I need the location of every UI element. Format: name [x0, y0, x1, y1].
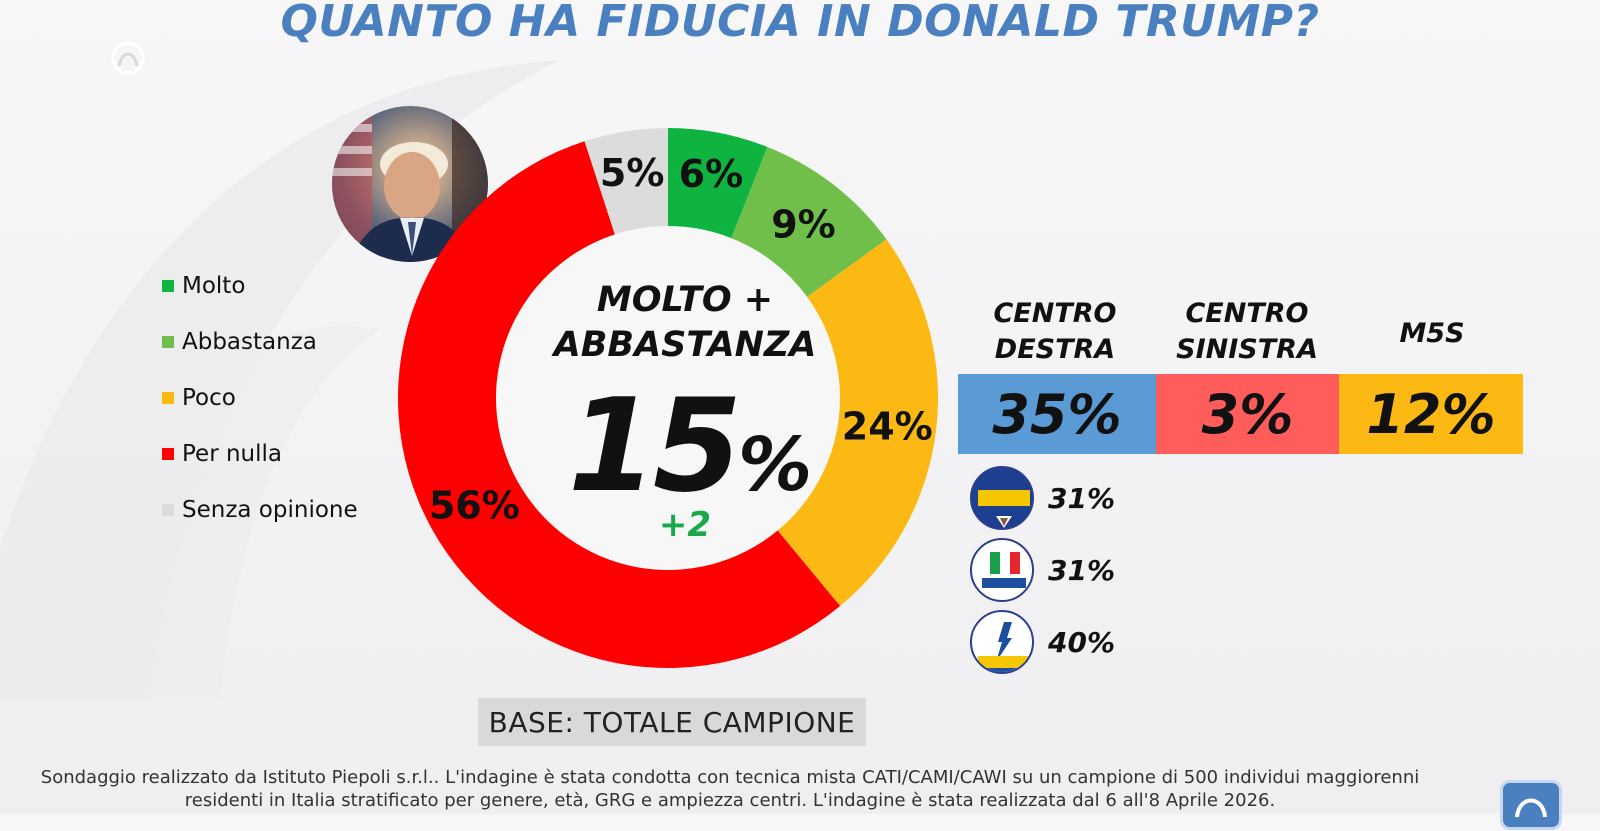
- legend-label-senza-opinione: Senza opinione: [182, 497, 358, 523]
- bar-m5s: 12%: [1339, 374, 1523, 454]
- legend-swatch-abbastanza: [162, 336, 174, 348]
- legend-swatch-molto: [162, 280, 174, 292]
- party-value-fratelli-d-italia: 31%: [1048, 481, 1116, 515]
- party-row-lega: 40%: [970, 610, 1115, 674]
- base-label: BASE: TOTALE CAMPIONE: [478, 698, 866, 746]
- chart-legend: Molto Abbastanza Poco Per nulla Senza op…: [162, 258, 358, 538]
- column-header-centro-sinistra-line1: CENTRO: [1185, 298, 1309, 329]
- center-total-value: 15%: [560, 372, 820, 521]
- party-row-fratelli-d-italia: 31%: [970, 466, 1115, 530]
- donut-label-abbastanza: 9%: [771, 202, 836, 246]
- center-label-line2: ABBASTANZA: [553, 325, 817, 365]
- legend-swatch-poco: [162, 392, 174, 404]
- legend-label-abbastanza: Abbastanza: [182, 329, 317, 355]
- donut-label-poco: 24%: [842, 405, 933, 449]
- center-delta: +2: [658, 505, 712, 545]
- legend-label-molto: Molto: [182, 273, 246, 299]
- donut-label-per-nulla: 56%: [429, 483, 520, 527]
- column-header-centro-destra-line1: CENTRO: [993, 298, 1117, 329]
- column-header-centro-destra: CENTRO DESTRA: [965, 296, 1145, 368]
- legend-item-poco: Poco: [162, 370, 358, 426]
- party-row-forza-italia: 31%: [970, 538, 1115, 602]
- legend-label-per-nulla: Per nulla: [182, 441, 282, 467]
- bar-centro-sinistra: 3%: [1156, 374, 1339, 454]
- column-header-m5s-line1: M5S: [1399, 318, 1465, 349]
- page-title: QUANTO HA FIDUCIA IN DONALD TRUMP?: [280, 0, 1320, 47]
- column-header-m5s: M5S: [1342, 316, 1522, 352]
- footer-line1: Sondaggio realizzato da Istituto Piepoli…: [40, 767, 1420, 788]
- donut-slice-abbastanza: [731, 146, 887, 297]
- donut-label-senza-opinione: 5%: [600, 151, 665, 195]
- background-watermark: [0, 60, 560, 700]
- forza-italia-logo-icon: [970, 538, 1034, 602]
- legend-item-abbastanza: Abbastanza: [162, 314, 358, 370]
- piepoli-logo-corner-icon: [1500, 780, 1562, 830]
- fratelli-d-italia-logo-icon: [970, 466, 1034, 530]
- column-header-centro-sinistra: CENTRO SINISTRA: [1157, 296, 1337, 368]
- lega-logo-icon: [970, 610, 1034, 674]
- legend-item-molto: Molto: [162, 258, 358, 314]
- party-value-lega: 40%: [1048, 625, 1116, 659]
- center-label-line1: MOLTO +: [596, 280, 774, 320]
- center-total-unit: %: [737, 422, 813, 508]
- donut-slice-poco: [777, 239, 938, 607]
- column-header-centro-sinistra-line2: SINISTRA: [1176, 334, 1318, 365]
- legend-item-per-nulla: Per nulla: [162, 426, 358, 482]
- footer-note: Sondaggio realizzato da Istituto Piepoli…: [20, 766, 1440, 812]
- legend-item-senza-opinione: Senza opinione: [162, 482, 358, 538]
- bar-centro-destra: 35%: [958, 374, 1156, 454]
- donut-slice-senza-opinione: [584, 128, 668, 235]
- donut-slice-molto: [668, 128, 768, 239]
- legend-swatch-senza-opinione: [162, 504, 174, 516]
- donut-label-molto: 6%: [679, 152, 744, 196]
- center-total-number: 15: [567, 372, 742, 521]
- donut-slice-per-nulla: [397, 141, 841, 669]
- column-header-centro-destra-line2: DESTRA: [994, 334, 1116, 365]
- party-value-forza-italia: 31%: [1048, 553, 1116, 587]
- footer-line2: residenti in Italia stratificato per gen…: [184, 790, 1276, 811]
- donut-chart: 6% 9% 24% 56% 5%: [397, 128, 938, 669]
- legend-swatch-per-nulla: [162, 448, 174, 460]
- donut-hole: [496, 226, 840, 570]
- legend-label-poco: Poco: [182, 385, 236, 411]
- piepoli-logo-icon: [111, 41, 145, 75]
